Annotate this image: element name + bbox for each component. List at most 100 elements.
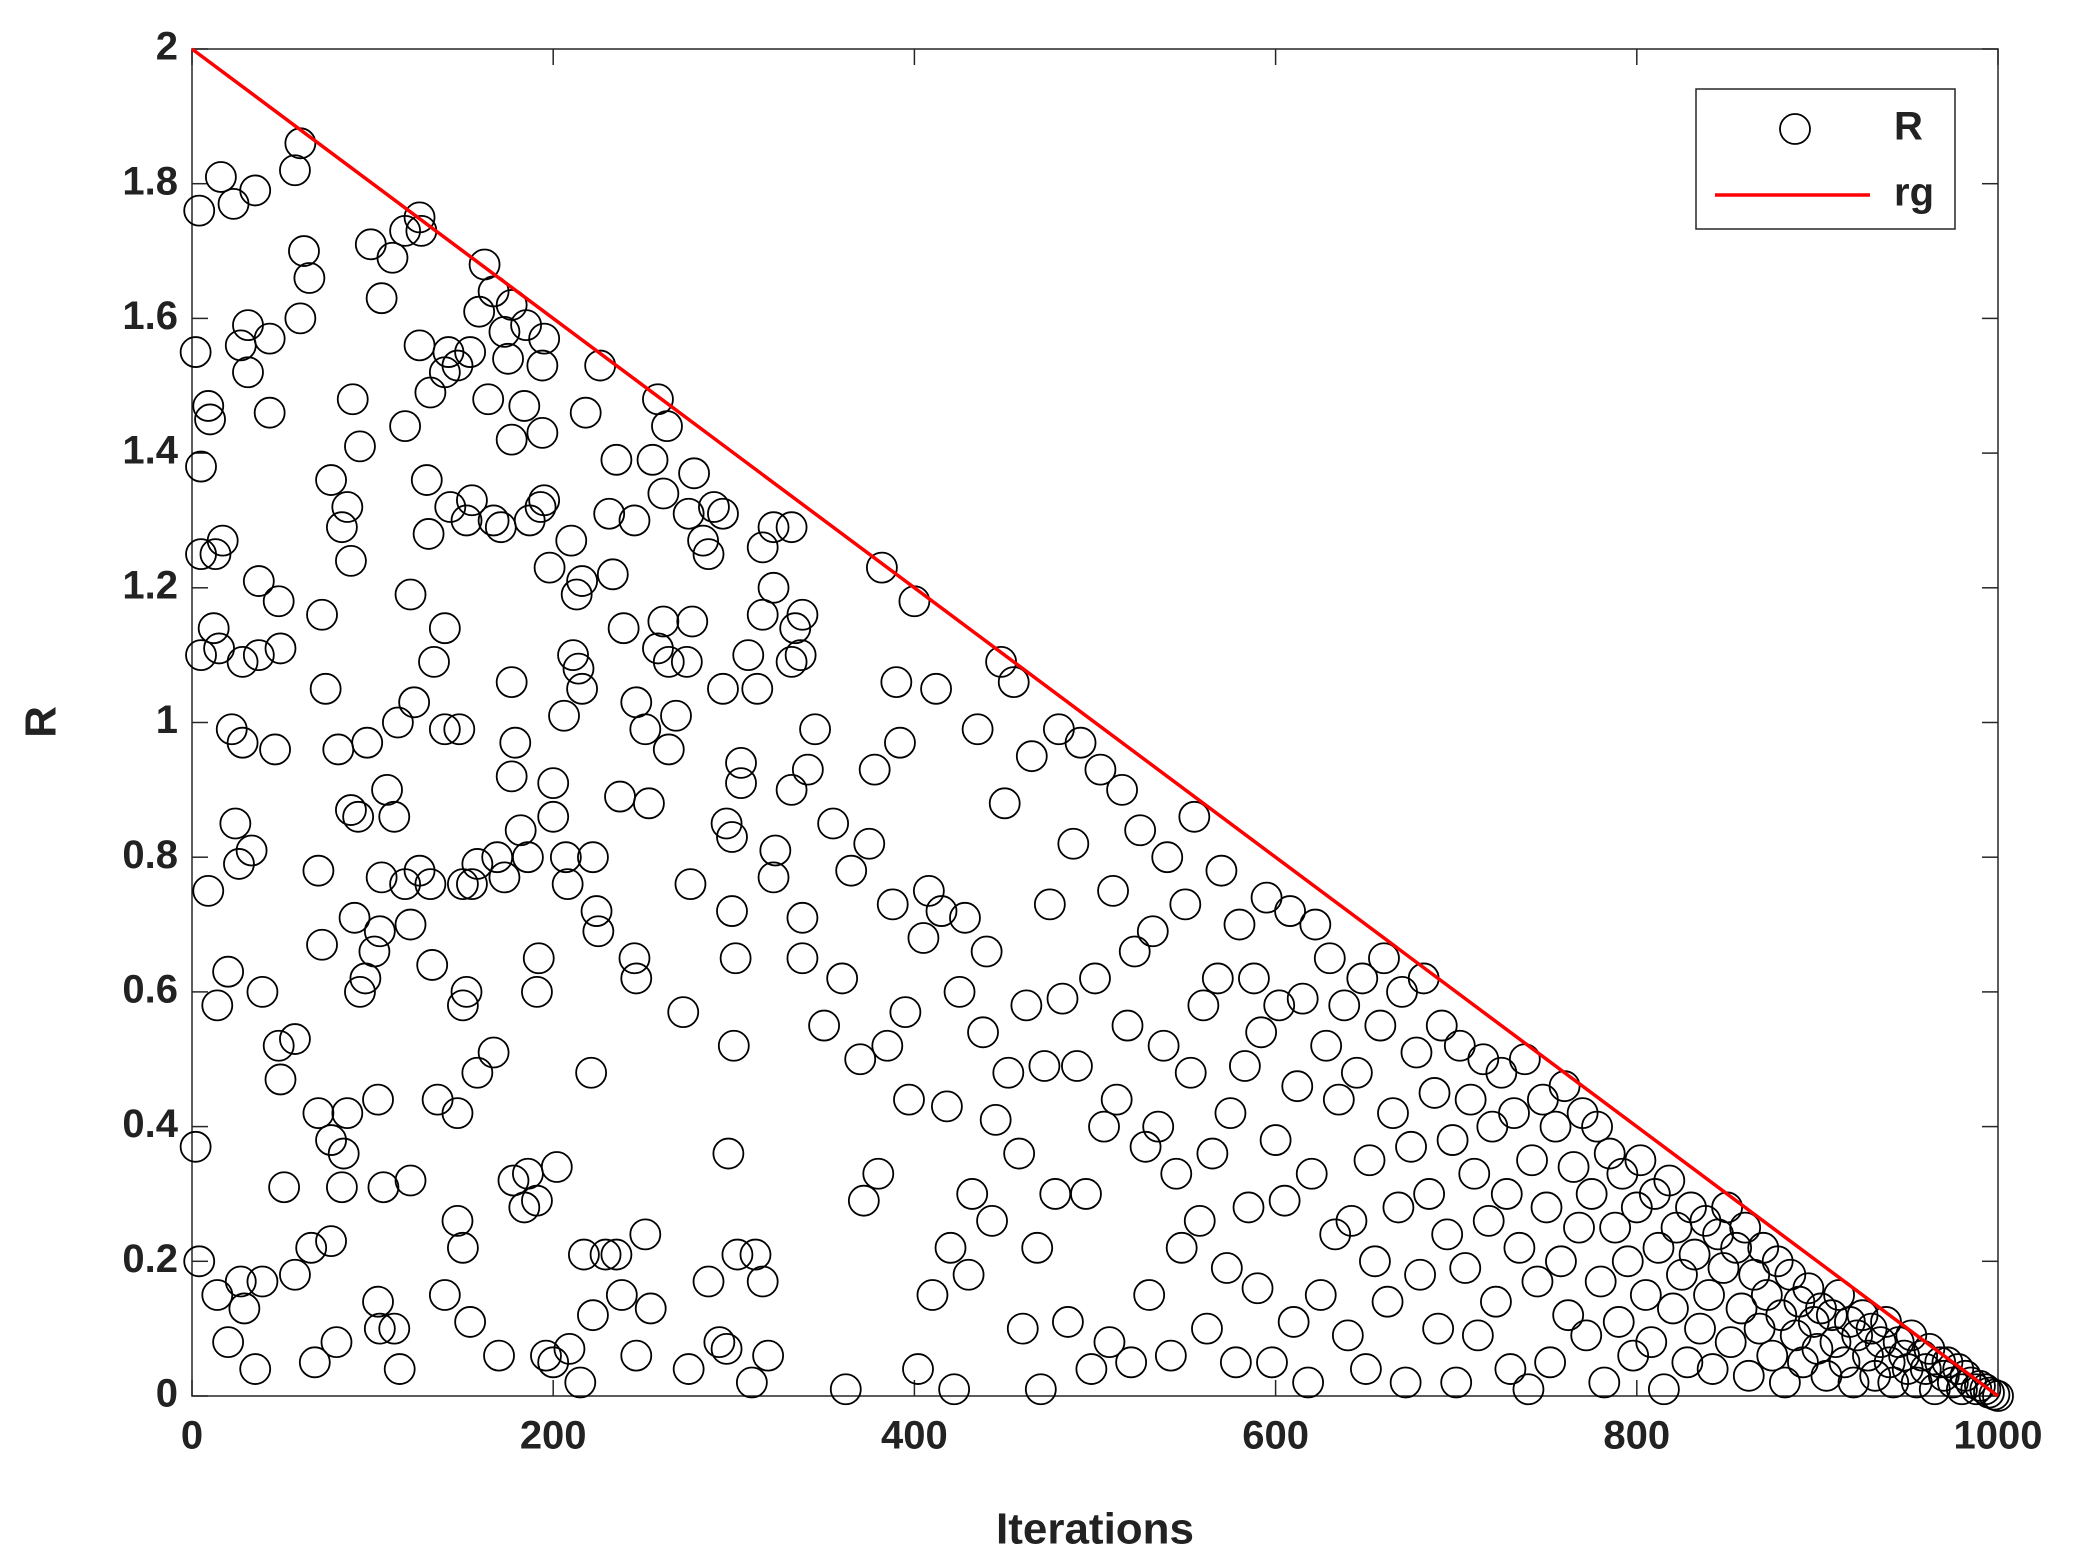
data-point: [1792, 1272, 1825, 1305]
data-point: [495, 760, 528, 793]
data-point: [1115, 1346, 1148, 1379]
data-point: [309, 672, 342, 705]
data-point: [1021, 1231, 1054, 1264]
data-point: [1277, 1306, 1310, 1338]
data-point: [1720, 1231, 1753, 1264]
data-point: [1913, 1332, 1946, 1365]
data-point: [1581, 1110, 1613, 1143]
data-point: [441, 1204, 474, 1237]
data-point: [246, 1265, 279, 1298]
data-point: [1837, 1366, 1870, 1399]
data-point: [786, 598, 819, 631]
data-point: [979, 1103, 1012, 1136]
data-point: [1187, 989, 1220, 1022]
data-point: [1404, 1258, 1436, 1291]
data-point: [1310, 1029, 1343, 1062]
data-point: [1534, 1346, 1567, 1379]
data-point: [961, 713, 994, 746]
data-point: [1133, 1279, 1166, 1311]
data-point: [1129, 1130, 1162, 1163]
data-point: [1382, 1191, 1415, 1224]
data-point: [1864, 1326, 1897, 1359]
data-point: [652, 645, 685, 678]
data-point: [1653, 1164, 1686, 1197]
data-point: [1823, 1279, 1855, 1311]
data-point: [246, 976, 279, 1008]
data-point: [219, 807, 252, 840]
data-point: [1599, 1211, 1632, 1244]
data-point: [725, 767, 757, 800]
data-point: [1611, 1245, 1644, 1278]
legend-label: rg: [1894, 171, 1934, 215]
data-point: [862, 1157, 895, 1190]
data-point: [1368, 942, 1400, 975]
data-point: [817, 807, 850, 840]
data-point: [1196, 1137, 1229, 1170]
data-point: [1895, 1319, 1928, 1352]
data-point: [566, 565, 598, 597]
data-point: [1418, 1077, 1451, 1109]
data-point: [1057, 827, 1090, 860]
data-point: [1982, 1380, 2014, 1412]
data-point: [1725, 1292, 1758, 1325]
data-point: [1629, 1279, 1662, 1311]
data-point: [398, 686, 431, 719]
data-point: [925, 895, 958, 927]
data-point: [428, 612, 461, 645]
y-tick-label: 1.4: [122, 429, 178, 473]
data-point: [201, 989, 234, 1022]
data-point: [1191, 1312, 1223, 1345]
data-point: [1657, 1292, 1689, 1325]
legend-marker: [1779, 113, 1811, 145]
data-point: [600, 443, 633, 476]
data-point: [1111, 1009, 1144, 1042]
data-point: [365, 282, 398, 315]
data-point: [228, 1292, 261, 1325]
data-point: [1259, 1124, 1292, 1156]
y-tick-label: 0.6: [122, 967, 178, 1011]
data-point: [279, 1258, 311, 1291]
data-point: [239, 1353, 272, 1385]
data-point: [716, 821, 748, 853]
data-point: [215, 713, 248, 746]
data-point: [192, 874, 225, 907]
data-point: [428, 1279, 461, 1311]
data-point: [1377, 1097, 1409, 1130]
data-point: [443, 713, 476, 746]
data-point: [566, 672, 598, 705]
data-point: [179, 1130, 212, 1163]
data-point: [224, 1265, 257, 1298]
data-point: [580, 895, 613, 927]
data-point: [331, 1097, 364, 1130]
data-point: [920, 672, 952, 705]
data-point: [389, 410, 422, 443]
data-point: [1593, 1137, 1626, 1170]
data-point: [315, 1124, 347, 1156]
data-point: [934, 1231, 967, 1264]
data-point: [876, 888, 909, 921]
data-point: [1805, 1292, 1837, 1325]
data-point: [394, 908, 427, 941]
data-point: [1124, 814, 1157, 847]
data-point: [752, 1339, 785, 1372]
data-point: [259, 733, 291, 766]
data-point: [1340, 1056, 1373, 1089]
data-point: [732, 639, 765, 672]
data-point: [1852, 1339, 1884, 1372]
data-point: [1299, 908, 1332, 941]
data-point: [1346, 962, 1379, 995]
data-point: [791, 753, 824, 786]
data-point: [829, 1373, 862, 1406]
data-point: [1400, 1036, 1433, 1069]
data-point: [1359, 1245, 1391, 1278]
data-point: [1304, 1279, 1337, 1311]
data-point: [533, 551, 566, 584]
data-point: [488, 861, 521, 894]
data-point: [652, 733, 685, 766]
data-point: [1575, 1178, 1608, 1210]
data-point: [284, 302, 317, 335]
data-point: [262, 1029, 295, 1062]
data-point: [295, 1231, 328, 1264]
data-point: [183, 194, 216, 227]
